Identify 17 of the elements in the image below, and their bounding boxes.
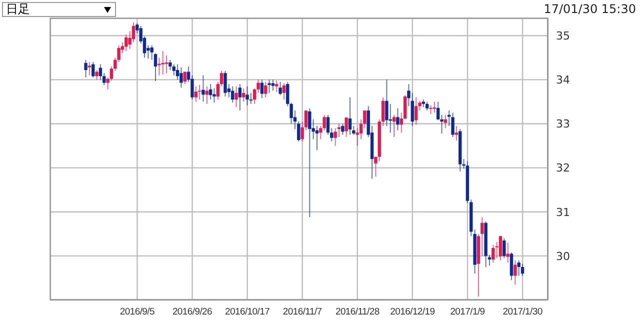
- x-tick-label: 2017/1/9: [450, 306, 485, 318]
- x-tick-label: 2016/11/28: [335, 306, 380, 318]
- y-tick-label: 32: [556, 162, 570, 175]
- x-tick-label: 2017/1/30: [502, 306, 542, 318]
- y-tick-label: 30: [556, 250, 570, 263]
- text: 17/01/30 15:30: [544, 2, 636, 16]
- x-tick-label: 2016/9/5: [120, 306, 154, 318]
- x-tick-label: 2016/9/26: [172, 306, 212, 318]
- y-tick-label: 35: [556, 30, 570, 43]
- y-tick-label: 31: [556, 206, 570, 219]
- text: 日足: [2, 2, 116, 17]
- y-tick-label: 33: [556, 118, 570, 131]
- y-tick-label: 34: [556, 74, 570, 87]
- x-tick-label: 2016/12/19: [390, 306, 435, 318]
- x-tick-label: 2016/10/17: [225, 306, 270, 318]
- candlestick: [429, 104, 432, 115]
- x-tick-label: 2016/11/7: [282, 306, 322, 318]
